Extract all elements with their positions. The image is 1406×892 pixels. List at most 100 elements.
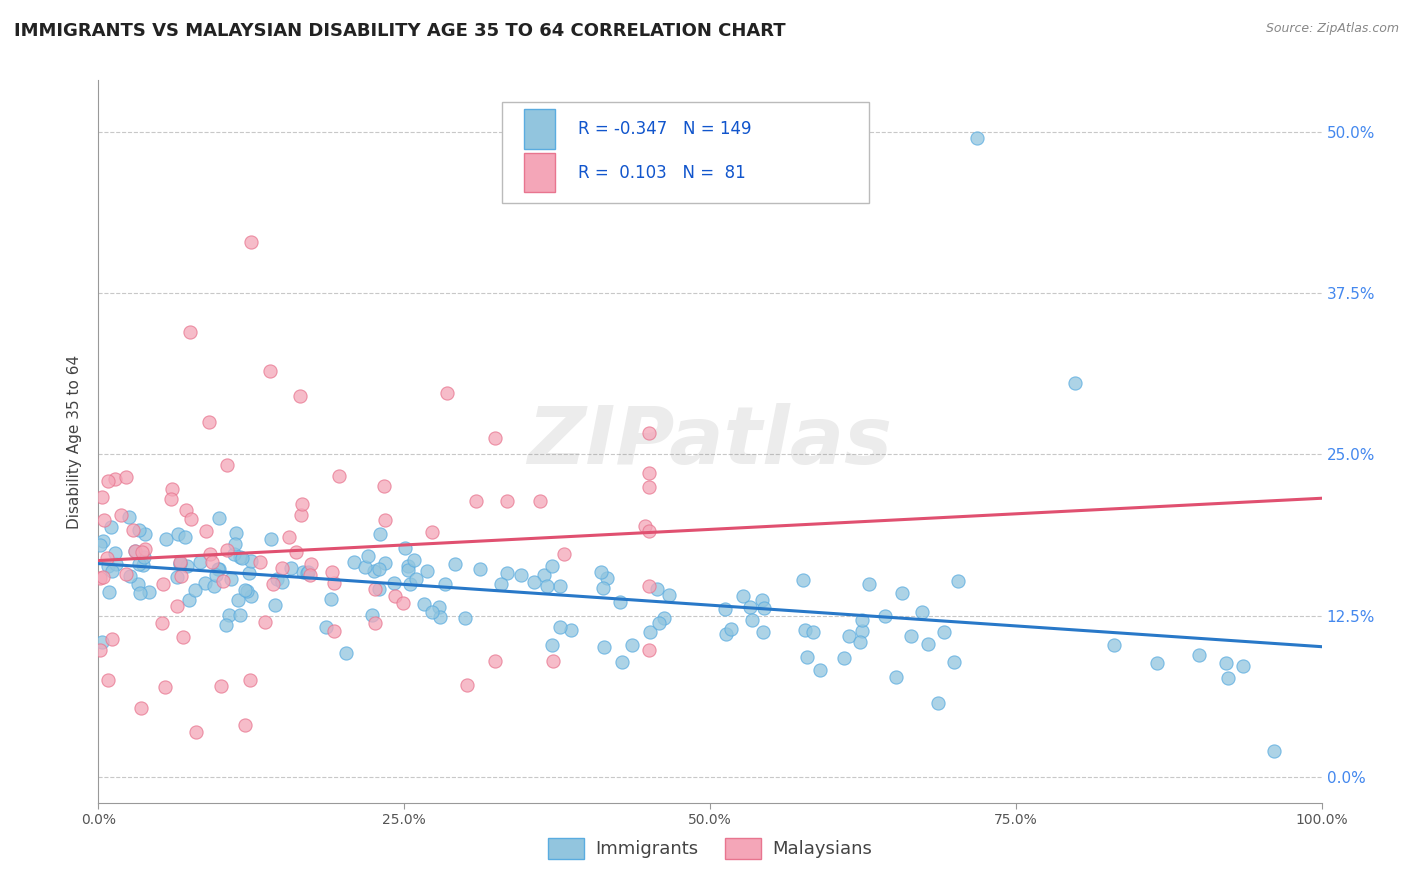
Point [215,617,238,632]
Point [89,538,111,552]
Point [290,508,312,522]
Point [364,616,387,631]
Point [364,582,387,596]
Point [322,576,344,591]
Point [884,670,907,684]
Point [259,363,281,377]
Point [444,558,467,572]
Point [132,558,155,572]
Point [801,624,824,639]
Point [224,547,246,561]
Point [361,607,384,622]
Point [260,533,283,547]
Point [172,630,194,644]
Point [179,592,201,607]
Point [465,493,488,508]
Point [1263,744,1285,758]
Point [97,474,120,488]
Point [720,622,742,636]
Point [1232,659,1254,673]
Point [384,590,406,604]
Point [207,562,229,576]
Point [374,556,396,570]
Point [197,415,219,429]
Bar [524,109,555,149]
Point [280,561,302,575]
Point [129,701,152,715]
Point [128,586,150,600]
Point [89,643,111,657]
Point [553,547,575,561]
Point [394,541,416,556]
Point [357,549,380,563]
Point [176,559,198,574]
Point [128,557,150,571]
Point [155,532,177,546]
Point [96,550,118,565]
Point [91,533,114,548]
Point [658,588,681,602]
Point [751,593,773,607]
Point [321,566,343,580]
Point [194,524,217,538]
Point [910,605,932,619]
Point [934,625,956,640]
Point [100,632,122,646]
Point [208,511,231,525]
Point [368,527,391,541]
Point [454,611,477,625]
Bar [524,153,555,193]
Point [174,530,197,544]
Point [645,582,668,597]
Point [134,527,156,541]
Point [484,654,506,668]
Point [91,490,114,504]
Point [127,577,149,591]
Point [110,508,132,523]
Point [489,577,512,591]
Point [634,519,657,533]
Point [396,564,419,578]
Point [138,584,160,599]
Point [278,530,301,544]
Point [609,595,631,609]
Point [104,473,127,487]
Point [118,569,141,583]
Point [966,131,988,145]
Point [637,579,661,593]
Point [264,598,287,612]
Point [541,638,564,652]
Point [714,627,737,641]
Point [796,649,818,664]
Point [713,601,735,615]
Point [160,491,183,506]
Point [405,572,427,586]
Point [484,431,506,445]
Point [166,570,188,584]
Point [1064,376,1087,391]
Point [1188,648,1211,662]
Point [240,554,263,568]
Point [201,555,224,569]
Point [363,564,385,578]
Point [254,615,277,629]
Text: ZIPatlas: ZIPatlas [527,402,893,481]
Point [224,536,246,550]
Point [427,600,450,615]
Point [560,623,582,637]
Point [128,524,150,538]
Point [271,575,294,590]
Point [496,566,519,580]
Point [808,663,831,677]
Point [592,640,614,654]
Point [118,510,141,524]
Point [890,586,912,600]
Point [97,558,120,573]
Point [249,555,271,569]
Point [180,511,202,525]
Point [238,566,260,581]
Point [858,577,880,591]
Point [89,571,111,585]
Point [367,582,389,596]
Point [169,556,191,570]
